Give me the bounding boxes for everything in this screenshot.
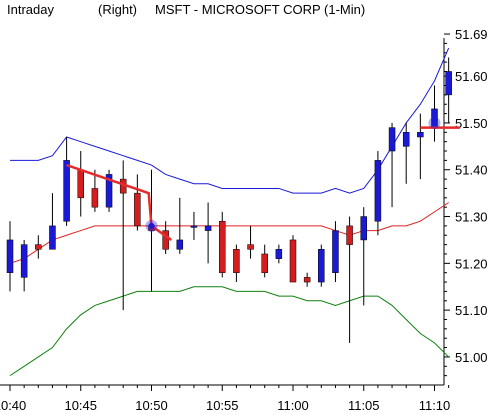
candle-body [360,216,367,241]
candle-body [63,160,70,222]
y-tick-label: 51.40 [455,163,488,178]
candle-body [162,230,169,250]
candle-body [289,239,297,283]
x-tick-label: 11:10 [419,398,451,413]
price-marker [148,222,155,229]
lower-band-line [9,286,450,377]
candle-body [303,277,311,283]
candle-body [402,132,410,147]
candle-body [219,220,226,273]
candle-body [332,230,339,273]
y-tick-label: 51.20 [455,256,488,271]
candle-body [374,160,382,222]
x-tick-label: 11:05 [348,398,380,413]
axis-side-label: (Right) [98,2,138,17]
candle-body [134,192,141,227]
x-tick-label: 10:40 [0,398,26,413]
candle-body [77,169,84,199]
candle-body [417,132,424,138]
x-tick-label: 10:55 [206,398,239,413]
candle-body [91,188,99,208]
upper-band-line [10,47,450,194]
y-tick-label: 51.10 [455,303,488,318]
y-tick-label: 51.30 [455,210,488,225]
x-tick-label: 10:50 [135,398,168,413]
candle-body [204,225,212,231]
interval-label: Intraday [7,2,54,17]
x-tick-label: 11:00 [277,398,309,413]
chart-title: MSFT - MICROSOFT CORP (1-Min) [155,2,366,17]
candle-body [275,249,283,259]
x-tick-label: 10:45 [64,398,97,413]
y-tick-label: 51.60 [455,69,488,84]
candle-body [49,225,56,250]
candle-body [445,71,452,96]
candle-body [346,225,353,245]
candle-body [261,253,268,273]
middle-band-line [9,202,449,264]
y-tick-label: 51.50 [455,116,488,131]
candle-body [176,239,184,250]
y-tick-label: 51.00 [455,350,488,365]
candle-body [20,244,28,278]
candle-body [318,249,325,283]
candle-body [105,174,113,208]
candle-body [388,127,396,152]
candle-body [6,239,14,273]
candle-body [35,244,42,250]
y-tick-label: 51.69 [455,27,488,42]
price-marker [431,119,438,126]
candle-body [190,225,198,228]
candle-body [233,249,240,273]
candle-body [247,244,254,250]
trend-annotation-line [66,163,173,241]
